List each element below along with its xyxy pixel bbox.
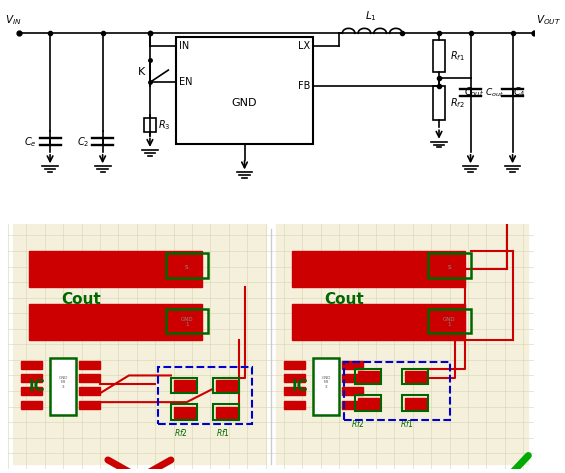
Bar xyxy=(79,401,100,409)
Text: IN: IN xyxy=(179,41,189,51)
Text: LX: LX xyxy=(298,41,310,51)
Text: GND
FB
3: GND FB 3 xyxy=(59,376,68,389)
Bar xyxy=(213,404,240,420)
Bar xyxy=(342,374,363,382)
Bar xyxy=(171,377,197,393)
Bar xyxy=(173,407,194,418)
Text: $C_4$: $C_4$ xyxy=(513,86,525,99)
Bar xyxy=(292,251,466,287)
Bar xyxy=(342,387,363,395)
Text: $V_{IN}$: $V_{IN}$ xyxy=(5,13,21,27)
Bar xyxy=(171,404,197,420)
Text: $Rf1$: $Rf1$ xyxy=(216,427,231,438)
Bar xyxy=(428,253,471,278)
Bar xyxy=(79,374,100,382)
Bar xyxy=(276,224,528,464)
Text: GND
1: GND 1 xyxy=(443,317,456,327)
Bar xyxy=(21,401,42,409)
Text: $Rf2$: $Rf2$ xyxy=(350,418,364,429)
Bar xyxy=(342,361,363,369)
Bar xyxy=(29,304,202,340)
Text: GND
FB
3: GND FB 3 xyxy=(321,376,331,389)
Text: $R_{f1}$: $R_{f1}$ xyxy=(450,49,464,62)
Bar xyxy=(158,367,253,424)
Bar xyxy=(14,224,266,464)
Bar xyxy=(402,395,428,411)
Text: $C_{out}$: $C_{out}$ xyxy=(463,86,484,99)
Bar xyxy=(21,387,42,395)
Text: s: s xyxy=(447,263,451,270)
Bar xyxy=(284,361,305,369)
Bar xyxy=(358,371,379,382)
Text: Cout: Cout xyxy=(62,292,102,307)
Text: FB: FB xyxy=(298,81,310,91)
Text: IC: IC xyxy=(29,379,46,394)
Bar xyxy=(21,374,42,382)
Bar xyxy=(358,398,379,409)
Text: $Rf2$: $Rf2$ xyxy=(175,427,189,438)
Text: $Rf1$: $Rf1$ xyxy=(401,418,415,429)
Text: $V_{OUT}$: $V_{OUT}$ xyxy=(536,13,561,27)
Bar xyxy=(216,407,237,418)
Text: IC: IC xyxy=(292,379,308,394)
Bar xyxy=(355,369,381,385)
Text: Cout: Cout xyxy=(324,292,364,307)
Bar xyxy=(21,361,42,369)
Text: $R_3$: $R_3$ xyxy=(158,118,171,132)
Bar xyxy=(166,309,208,333)
Bar xyxy=(405,371,426,382)
Bar xyxy=(402,369,428,385)
Bar xyxy=(284,401,305,409)
Bar xyxy=(313,358,339,415)
Bar xyxy=(345,362,450,420)
Bar xyxy=(428,309,471,333)
Bar xyxy=(29,251,202,287)
Bar xyxy=(166,253,208,278)
Text: $C_{out}$: $C_{out}$ xyxy=(485,86,504,99)
Bar xyxy=(292,304,466,340)
Bar xyxy=(213,377,240,393)
Text: EN: EN xyxy=(179,78,192,88)
Bar xyxy=(433,40,445,71)
Text: $C_2$: $C_2$ xyxy=(77,135,89,149)
Bar xyxy=(405,398,426,409)
Bar xyxy=(284,387,305,395)
Bar xyxy=(284,374,305,382)
Bar xyxy=(355,395,381,411)
Text: s: s xyxy=(185,263,189,270)
Text: GND
1: GND 1 xyxy=(180,317,193,327)
Text: $R_{f2}$: $R_{f2}$ xyxy=(450,96,464,110)
Bar xyxy=(79,361,100,369)
Text: $L_1$: $L_1$ xyxy=(365,9,376,23)
Bar xyxy=(176,37,313,144)
Bar xyxy=(173,380,194,391)
Text: $C_e$: $C_e$ xyxy=(24,135,37,149)
Bar xyxy=(50,358,76,415)
Bar xyxy=(216,380,237,391)
Bar xyxy=(144,118,157,132)
Bar xyxy=(433,86,445,120)
Text: GND: GND xyxy=(232,98,257,108)
Bar xyxy=(79,387,100,395)
Text: K: K xyxy=(137,67,145,77)
Bar xyxy=(342,401,363,409)
